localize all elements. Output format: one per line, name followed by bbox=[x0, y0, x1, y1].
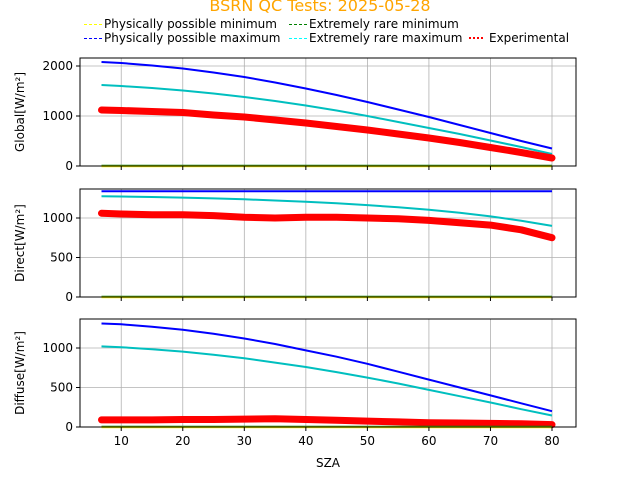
legend-label: Physically possible minimum bbox=[104, 17, 277, 31]
legend-label: Extremely rare minimum bbox=[309, 17, 459, 31]
legend-label: Physically possible maximum bbox=[104, 31, 281, 45]
legend-item-extremely-rare-minimum: Extremely rare minimum bbox=[289, 17, 459, 31]
legend-swatch-red-dotted bbox=[469, 37, 483, 39]
axes-frame bbox=[79, 188, 577, 298]
x-axis-label: SZA bbox=[316, 456, 341, 470]
legend-label: Extremely rare maximum bbox=[309, 31, 463, 45]
x-tick-label: 10 bbox=[114, 434, 129, 448]
x-tick-label: 40 bbox=[298, 434, 313, 448]
axes-frame bbox=[79, 57, 577, 167]
legend-item-extremely-rare-maximum: Extremely rare maximum bbox=[289, 31, 462, 45]
x-tick-label: 60 bbox=[421, 434, 436, 448]
legend-item-experimental: Experimental bbox=[469, 31, 569, 45]
chart-title: BSRN QC Tests: 2025-05-28 bbox=[209, 0, 431, 15]
legend-item-physically-possible-maximum: Physically possible maximum bbox=[84, 31, 280, 45]
legend-swatch-cyan-dashed bbox=[289, 37, 307, 39]
y-tick-label: 0 bbox=[65, 420, 73, 434]
y-tick-label: 0 bbox=[65, 159, 73, 173]
y-tick-label: 2000 bbox=[42, 59, 73, 73]
y-axis-label-diffuse: Diffuse[W/m²] bbox=[13, 331, 27, 415]
x-tick-label: 50 bbox=[360, 434, 375, 448]
axes-frame bbox=[79, 318, 577, 428]
y-tick-label: 500 bbox=[50, 250, 73, 264]
legend-swatch-green-dashed bbox=[289, 23, 307, 25]
y-axis-label-global: Global[W/m²] bbox=[13, 72, 27, 152]
y-axis-label-direct: Direct[W/m²] bbox=[13, 204, 27, 282]
y-tick-label: 1000 bbox=[42, 211, 73, 225]
y-tick-label: 0 bbox=[65, 290, 73, 304]
y-tick-label: 1000 bbox=[42, 109, 73, 123]
series-extremely-rare-maximum bbox=[101, 345, 553, 417]
x-tick-label: 80 bbox=[544, 434, 559, 448]
legend-label: Experimental bbox=[489, 31, 570, 45]
x-tick-label: 20 bbox=[175, 434, 190, 448]
legend-swatch-yellow-dashed bbox=[84, 23, 102, 25]
series-experimental bbox=[98, 415, 556, 429]
y-tick-label: 500 bbox=[50, 380, 73, 394]
series-physically-possible-maximum bbox=[101, 322, 553, 413]
legend-item-physically-possible-minimum: Physically possible minimum bbox=[84, 17, 277, 31]
legend-swatch-blue-dashed bbox=[84, 37, 102, 39]
x-tick-label: 30 bbox=[237, 434, 252, 448]
x-tick-label: 70 bbox=[483, 434, 498, 448]
series-extremely-rare-maximum bbox=[101, 84, 553, 155]
series-extremely-rare-maximum bbox=[101, 195, 553, 227]
y-tick-label: 1000 bbox=[42, 341, 73, 355]
series-experimental bbox=[98, 106, 556, 162]
series-physically-possible-maximum bbox=[101, 61, 553, 150]
series-experimental bbox=[98, 209, 556, 242]
